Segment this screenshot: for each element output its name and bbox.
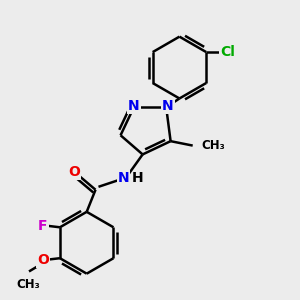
Text: N: N [162,99,173,113]
Text: O: O [68,165,80,179]
Text: CH₃: CH₃ [201,139,225,152]
Text: CH₃: CH₃ [16,278,40,291]
Text: H: H [132,171,143,185]
Text: Cl: Cl [220,45,235,59]
Text: N: N [128,99,140,113]
Text: F: F [38,219,48,233]
Text: N: N [118,171,129,185]
Text: O: O [37,253,49,267]
